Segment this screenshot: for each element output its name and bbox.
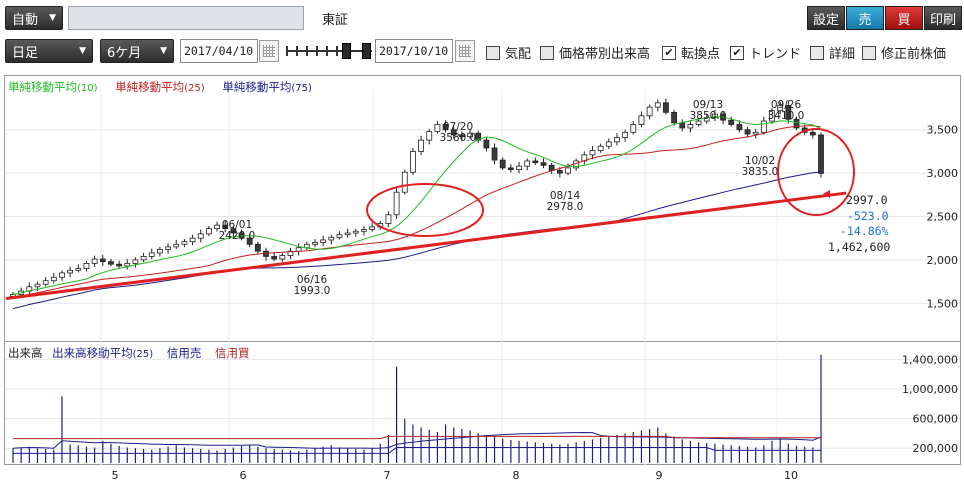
x-tick-label: 9: [656, 469, 663, 482]
end-calendar-icon[interactable]: [455, 40, 475, 62]
slider-tick: [306, 46, 308, 56]
period-dropdown[interactable]: 6ケ月 ▼: [100, 39, 174, 63]
buy-button[interactable]: 買: [885, 6, 923, 30]
slider-end-handle[interactable]: [362, 43, 371, 59]
vol-ma-legend: 出来高移動平均(25): [52, 346, 154, 360]
price-change: -523.0: [847, 209, 889, 223]
check-icon[interactable]: ✔: [730, 45, 744, 60]
checkbox-quote[interactable]: 気配: [486, 43, 531, 62]
price-chart-panel: [4, 75, 961, 342]
chevron-down-icon: ▼: [79, 46, 86, 56]
volume-legend-item: 出来高: [8, 346, 43, 360]
interval-dropdown[interactable]: 日足 ▼: [5, 39, 93, 63]
slider-tick: [286, 46, 288, 56]
volume-value: 1,462,600: [828, 240, 891, 254]
price-change-pct: -14.86%: [840, 224, 889, 238]
period-slider[interactable]: [286, 43, 372, 59]
checkbox-box[interactable]: [810, 45, 824, 60]
checkbox-box[interactable]: [540, 45, 554, 60]
chevron-down-icon: ▼: [49, 13, 56, 23]
checkbox-label: トレンド: [749, 47, 802, 62]
slider-tick: [296, 46, 298, 56]
settings-button[interactable]: 設定: [807, 6, 845, 30]
volume-legend: 出来高 出来高移動平均(25) 信用売 信用買: [8, 345, 250, 361]
x-tick-label: 6: [240, 469, 247, 482]
slider-tick: [316, 46, 318, 56]
checkbox-unadjusted[interactable]: 修正前株価: [862, 43, 946, 62]
period-label: 6ケ月: [107, 45, 142, 61]
x-tick-label: 5: [112, 469, 119, 482]
x-tick-label: 10: [784, 469, 798, 482]
checkbox-label: 価格帯別出来高: [559, 47, 651, 62]
margin-sell-legend: 信用売: [166, 346, 202, 360]
slider-track: [286, 50, 372, 52]
slider-tick: [326, 46, 328, 56]
margin-buy-legend: 信用買: [215, 346, 250, 360]
start-date-field[interactable]: 2017/04/10: [180, 39, 258, 63]
slider-tick: [336, 46, 338, 56]
start-calendar-icon[interactable]: [259, 40, 279, 62]
last-price: 2997.0: [846, 193, 888, 207]
checkbox-turning-point[interactable]: ✔ 転換点: [662, 43, 720, 62]
checkbox-box[interactable]: [862, 45, 876, 60]
x-tick-label: 8: [513, 469, 520, 482]
checkbox-label: 転換点: [681, 47, 721, 62]
price-legend: 単純移動平均(10) 単純移動平均(25) 単純移動平均(75): [8, 79, 312, 95]
print-button[interactable]: 印刷: [924, 6, 962, 30]
mode-dropdown[interactable]: 自動 ▼: [5, 6, 63, 30]
checkbox-label: 詳細: [829, 47, 856, 62]
stock-code-input[interactable]: [68, 6, 304, 30]
sell-button[interactable]: 売: [846, 6, 884, 30]
check-icon[interactable]: ✔: [662, 45, 676, 60]
interval-label: 日足: [12, 45, 39, 61]
checkbox-detail[interactable]: 詳細: [810, 43, 855, 62]
ma10-legend: 単純移動平均(10): [8, 80, 98, 94]
checkbox-volume-by-price[interactable]: 価格帯別出来高: [540, 43, 650, 62]
mode-label: 自動: [12, 12, 39, 28]
end-date-field[interactable]: 2017/10/10: [375, 39, 453, 63]
checkbox-box[interactable]: [486, 45, 500, 60]
checkbox-label: 修正前株価: [881, 47, 947, 62]
ma25-legend: 単純移動平均(25): [115, 80, 205, 94]
checkbox-label: 気配: [505, 47, 532, 62]
slider-start-handle[interactable]: [342, 43, 351, 59]
chevron-down-icon: ▼: [160, 46, 167, 56]
checkbox-trend[interactable]: ✔ トレンド: [730, 43, 801, 62]
ma75-legend: 単純移動平均(75): [222, 80, 312, 94]
market-label: 東証: [322, 13, 349, 28]
x-tick-label: 7: [384, 469, 391, 482]
